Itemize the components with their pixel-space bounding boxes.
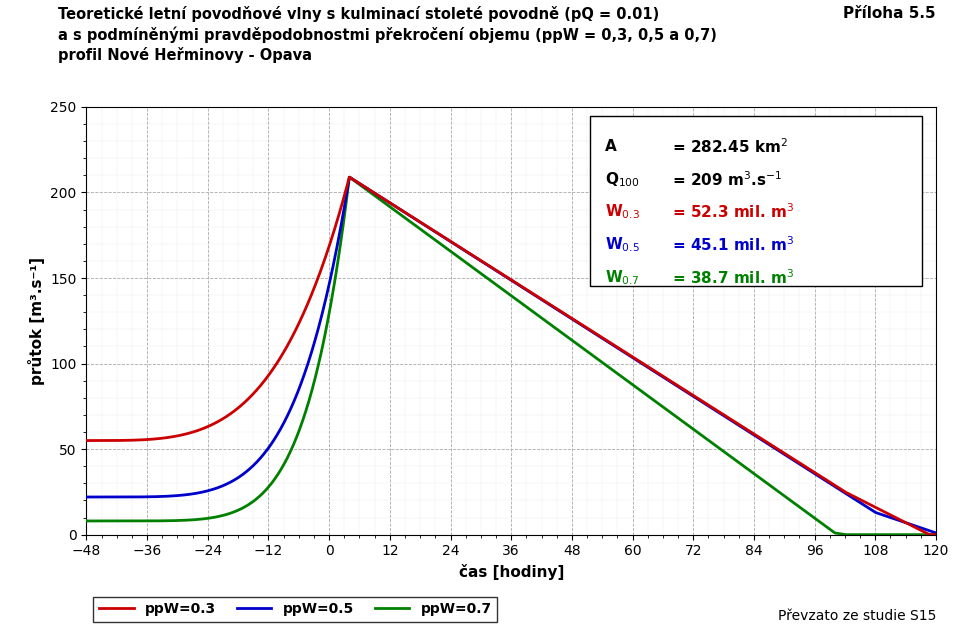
Legend: ppW=0.3, ppW=0.5, ppW=0.7: ppW=0.3, ppW=0.5, ppW=0.7 — [93, 597, 497, 622]
Text: Q$_{100}$: Q$_{100}$ — [605, 170, 639, 189]
X-axis label: čas [hodiny]: čas [hodiny] — [459, 564, 564, 580]
Text: profil Nové Heřminovy - Opava: profil Nové Heřminovy - Opava — [58, 47, 312, 62]
Text: = 209 m$^3$.s$^{-1}$: = 209 m$^3$.s$^{-1}$ — [672, 170, 782, 189]
Text: = 45.1 mil. m$^3$: = 45.1 mil. m$^3$ — [672, 235, 794, 254]
Y-axis label: průtok [m³.s⁻¹]: průtok [m³.s⁻¹] — [28, 257, 45, 385]
Text: = 282.45 km$^2$: = 282.45 km$^2$ — [672, 137, 788, 156]
Text: Příloha 5.5: Příloha 5.5 — [844, 6, 936, 21]
Text: = 52.3 mil. m$^3$: = 52.3 mil. m$^3$ — [672, 203, 794, 221]
Text: W$_{0.5}$: W$_{0.5}$ — [605, 235, 639, 254]
Text: Teoretické letní povodňové vlny s kulminací stoleté povodně (pQ = 0.01): Teoretické letní povodňové vlny s kulmin… — [58, 6, 659, 22]
Text: W$_{0.7}$: W$_{0.7}$ — [605, 268, 639, 287]
Text: = 38.7 mil. m$^3$: = 38.7 mil. m$^3$ — [672, 268, 794, 287]
Text: W$_{0.3}$: W$_{0.3}$ — [605, 203, 639, 221]
Text: Převzato ze studie S15: Převzato ze studie S15 — [778, 609, 936, 623]
Text: a s podmíněnými pravděpodobnostmi překročení objemu (ppW = 0,3, 0,5 a 0,7): a s podmíněnými pravděpodobnostmi překro… — [58, 26, 716, 43]
Text: A: A — [605, 139, 616, 154]
